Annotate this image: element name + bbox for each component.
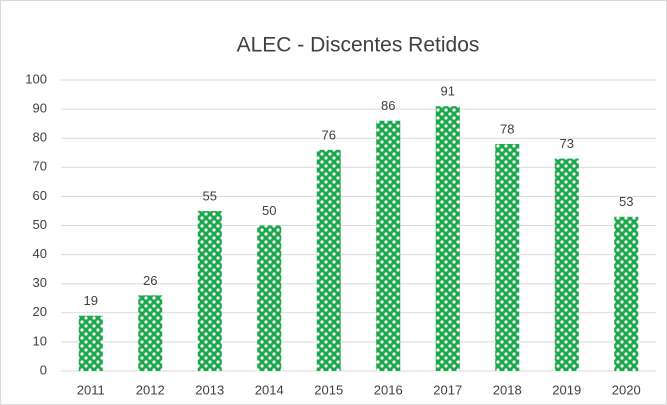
- data-label: 78: [500, 121, 514, 136]
- x-tick-label: 2015: [314, 382, 343, 397]
- y-tick-label: 40: [33, 246, 47, 261]
- y-tick-label: 20: [33, 304, 47, 319]
- data-label: 26: [143, 273, 157, 288]
- y-tick-label: 50: [33, 217, 47, 232]
- bar: [78, 315, 103, 371]
- y-tick-label: 70: [33, 159, 47, 174]
- data-label: 76: [322, 127, 336, 142]
- data-label: 86: [381, 98, 395, 113]
- y-tick-label: 60: [33, 188, 47, 203]
- bar: [376, 120, 401, 372]
- x-tick-label: 2011: [77, 382, 105, 397]
- data-label: 53: [619, 194, 633, 209]
- bar: [197, 210, 222, 371]
- bar: [435, 106, 460, 371]
- y-tick-label: 80: [33, 130, 47, 145]
- y-tick-label: 100: [25, 71, 47, 86]
- x-tick-label: 2019: [552, 382, 581, 397]
- x-tick-label: 2016: [374, 382, 403, 397]
- data-label: 55: [203, 188, 217, 203]
- x-tick-label: 2017: [433, 382, 462, 397]
- data-label: 19: [84, 293, 98, 308]
- data-label: 50: [262, 203, 276, 218]
- data-label: 91: [441, 84, 455, 99]
- x-tick-label: 2012: [136, 382, 165, 397]
- x-tick-label: 2013: [195, 382, 224, 397]
- bar: [316, 149, 341, 371]
- x-tick-label: 2018: [493, 382, 522, 397]
- y-tick-label: 0: [40, 362, 47, 377]
- data-label: 73: [560, 136, 574, 151]
- y-tick-label: 90: [33, 101, 47, 116]
- x-tick-label: 2020: [612, 382, 641, 397]
- x-tick-label: 2014: [255, 382, 284, 397]
- y-tick-label: 10: [33, 333, 47, 348]
- y-tick-label: 30: [33, 275, 47, 290]
- bar: [138, 295, 163, 371]
- bar: [257, 225, 282, 371]
- bar: [495, 144, 520, 371]
- chart-title: ALEC - Discentes Retidos: [237, 34, 480, 57]
- bar: [614, 216, 639, 371]
- bar: [554, 158, 579, 371]
